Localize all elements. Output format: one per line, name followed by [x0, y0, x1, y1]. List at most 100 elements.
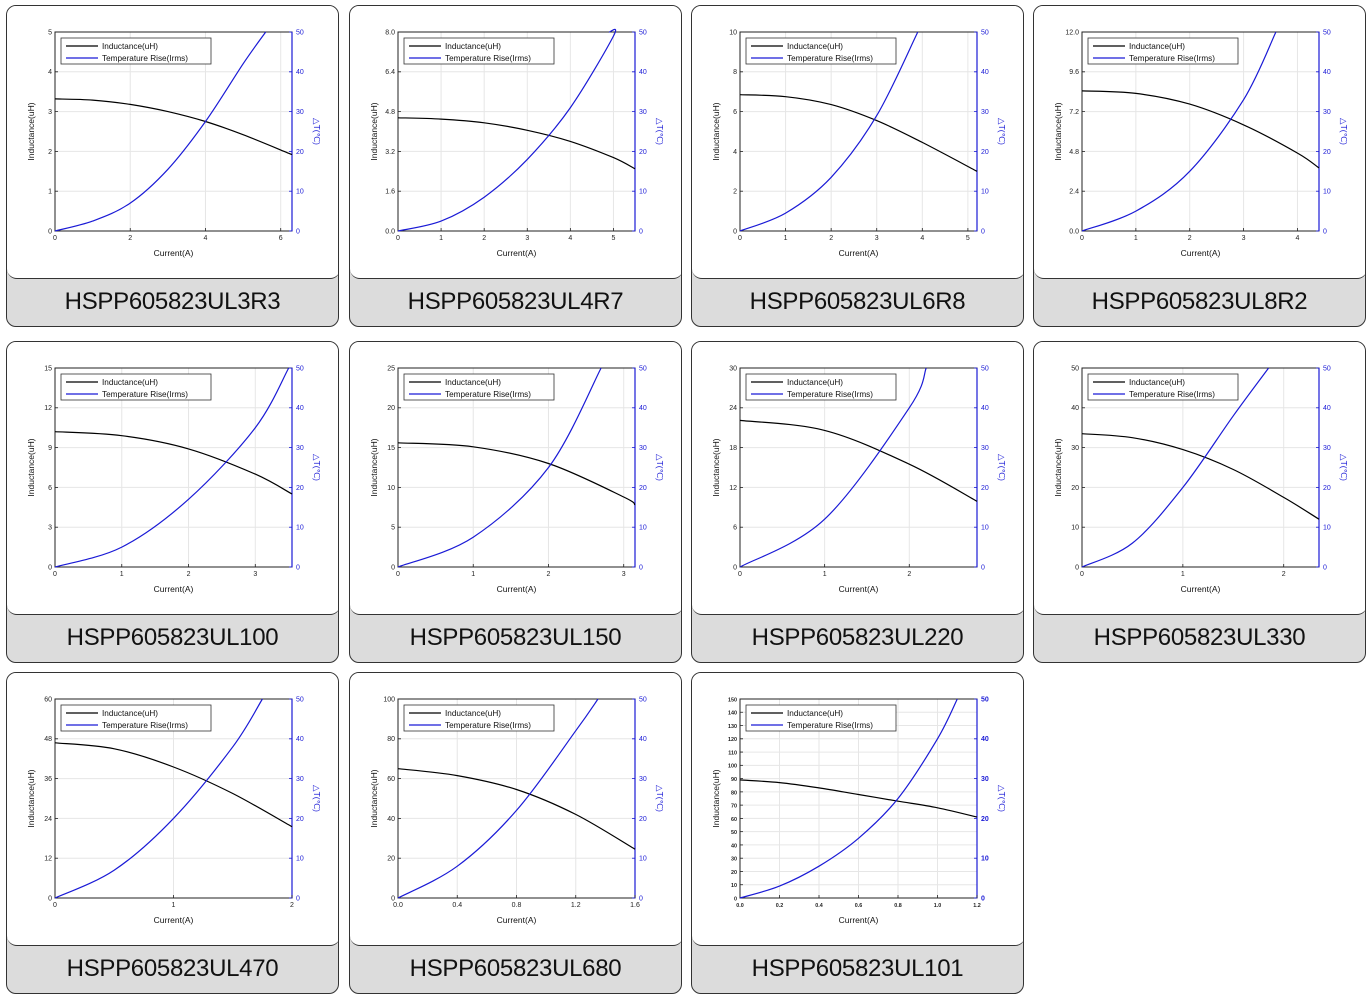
y2-tick-label: 50	[296, 365, 304, 372]
chart-card: 0 1 2 3 4 0.0 2.4 4.8 7.2 9.6 12.0 0 10 20 30 40 50 Curre…	[1033, 5, 1366, 327]
inductance-line	[54, 742, 293, 828]
y-tick-label: 60	[731, 817, 737, 823]
y-tick-label: 0	[733, 228, 737, 235]
y2-tick-label: 50	[981, 365, 989, 372]
y2-tick-label: 0	[981, 228, 985, 235]
y2-axis-title: △T(℃)	[997, 454, 1007, 481]
y-tick-label: 0	[391, 564, 395, 571]
y-tick-label: 3	[48, 109, 52, 116]
inductance-line	[397, 117, 636, 170]
chart-card: 0.0 0.2 0.4 0.6 0.8 1.0 1.2 0 10 20 30 40 50 60 70 80 90…	[691, 672, 1024, 994]
temperature-rise-line	[739, 698, 958, 899]
legend-box	[1087, 373, 1239, 401]
chart-svg: 0 1 2 3 4 5 0.0 1.6 3.2 4.8 6.4 8.0 0 10 20 30 40 50 Curre…	[369, 28, 665, 258]
legend-box	[745, 37, 897, 65]
x-axis-title: Current(A)	[497, 248, 537, 258]
y2-tick-label: 40	[296, 69, 304, 76]
y2-tick-label: 50	[1323, 365, 1331, 372]
x-tick-label: 3	[622, 571, 626, 578]
legend: Inductance(uH) Temperature Rise(Irms)	[403, 704, 555, 732]
chart-card: 0 1 2 3 4 5 0 2 4 6 8 10 0 10 20 30 40 50 Current(A) Induct…	[691, 5, 1024, 327]
x-axis-title: Current(A)	[497, 915, 537, 925]
plot-area: 0 1 2 3 0 5 10 15 20 25 0 10 20 30 40 50 Current(A) Induc…	[350, 342, 681, 615]
temperature-rise-line	[739, 31, 919, 232]
legend-box	[403, 37, 555, 65]
y2-tick-label: 30	[639, 445, 647, 452]
legend: Inductance(uH) Temperature Rise(Irms)	[745, 37, 897, 65]
y-tick-label: 130	[728, 724, 737, 730]
y-axis-title: Inductance(uH)	[26, 438, 36, 496]
y2-tick-label: 40	[1323, 69, 1331, 76]
chart-card: 0 2 4 6 0 1 2 3 4 5 0 10 20 30 40 50 Current(A) Inductanc…	[6, 5, 339, 327]
legend-label: Inductance(uH)	[1129, 42, 1185, 51]
y-axis-title: Inductance(uH)	[26, 769, 36, 827]
y-axis-title: Inductance(uH)	[369, 769, 379, 827]
y-tick-label: 6.4	[385, 69, 395, 76]
x-axis-title: Current(A)	[1181, 248, 1221, 258]
plot-area: 0 2 4 6 0 1 2 3 4 5 0 10 20 30 40 50 Current(A) Inductanc…	[7, 6, 338, 279]
gridlines	[739, 31, 977, 232]
temperature-rise-line	[397, 367, 602, 568]
y-tick-label: 9.6	[1069, 69, 1079, 76]
x-axis-title: Current(A)	[839, 584, 879, 594]
x-tick-label: 0	[53, 571, 57, 578]
y-tick-label: 70	[731, 804, 737, 810]
x-tick-label: 1	[1181, 571, 1185, 578]
x-tick-label: 0	[396, 235, 400, 242]
inductance-line	[739, 419, 978, 502]
plot-area: 0 1 2 3 4 5 0 2 4 6 8 10 0 10 20 30 40 50 Current(A) Induct…	[692, 6, 1023, 279]
y2-tick-label: 20	[296, 485, 304, 492]
y-tick-label: 110	[728, 750, 737, 756]
y-tick-label: 30	[729, 365, 737, 372]
legend-label: Temperature Rise(Irms)	[787, 390, 873, 399]
y-tick-label: 12	[44, 856, 52, 863]
legend: Inductance(uH) Temperature Rise(Irms)	[745, 373, 897, 401]
y2-tick-label: 20	[981, 485, 989, 492]
y2-tick-label: 30	[981, 445, 989, 452]
y2-tick-label: 30	[639, 776, 647, 783]
y-tick-label: 4.8	[385, 109, 395, 116]
chart-svg: 0 1 2 30369121501020304050Current(A)Inducta…	[26, 365, 322, 594]
y-tick-label: 0.0	[385, 228, 395, 235]
inductance-line	[54, 431, 293, 495]
plot-area: 0 1 2 0 12 24 36 48 60 0 10 20 30 40 50 Current(A) Induc…	[7, 673, 338, 946]
y2-tick-label: 40	[296, 405, 304, 412]
legend-box	[60, 37, 212, 65]
y-axis-title: Inductance(uH)	[369, 438, 379, 496]
x-tick-label: 4	[1296, 235, 1300, 242]
x-tick-label: 1	[784, 235, 788, 242]
x-tick-label: 2	[482, 235, 486, 242]
y2-axis-title: △T(℃)	[997, 118, 1007, 145]
y-tick-label: 40	[387, 816, 395, 823]
y2-tick-label: 10	[1323, 189, 1331, 196]
y-axis-title: Inductance(uH)	[711, 102, 721, 160]
chart-svg: 0 1 2 3 4 5024681001020304050Current(A)Induct…	[711, 29, 1007, 258]
y-tick-label: 5	[391, 525, 395, 532]
x-tick-label: 5	[966, 235, 970, 242]
y-tick-label: 15	[387, 445, 395, 452]
x-tick-label: 0	[738, 235, 742, 242]
chart-card: 0 1 2 0 12 24 36 48 60 0 10 20 30 40 50 Current(A) Induc…	[6, 672, 339, 994]
x-tick-label: 0.0	[736, 903, 744, 909]
y-tick-label: 10	[731, 883, 737, 889]
y-tick-label: 0	[391, 895, 395, 902]
y2-tick-label: 10	[296, 525, 304, 532]
y-tick-label: 2	[48, 149, 52, 156]
y2-tick-label: 50	[639, 29, 647, 36]
legend-box	[60, 373, 212, 401]
y2-tick-label: 0	[981, 564, 985, 571]
y2-tick-label: 20	[1323, 485, 1331, 492]
x-tick-label: 2	[547, 571, 551, 578]
part-number-label: HSPP605823UL6R8	[749, 288, 966, 315]
y-tick-label: 1	[48, 189, 52, 196]
x-tick-label: 1	[172, 902, 176, 909]
legend-label: Inductance(uH)	[787, 378, 843, 387]
y-tick-label: 5	[48, 29, 52, 36]
y2-tick-label: 30	[296, 109, 304, 116]
temperature-rise-line	[1081, 31, 1277, 232]
x-tick-label: 2	[1188, 235, 1192, 242]
inductance-line	[54, 98, 293, 156]
y2-tick-label: 30	[296, 776, 304, 783]
x-axis-title: Current(A)	[839, 915, 879, 925]
